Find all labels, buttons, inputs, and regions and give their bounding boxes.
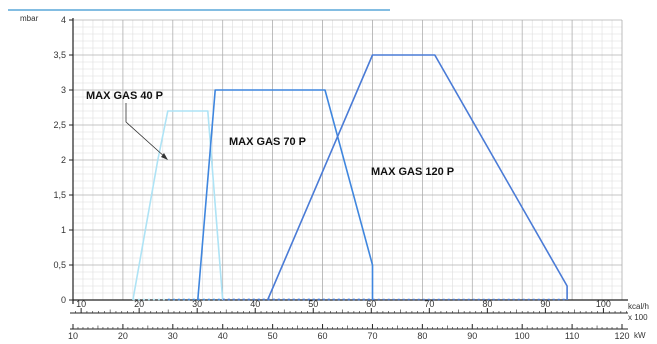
label-leader-arrowhead — [161, 153, 168, 160]
kcal-unit-label: kcal/h — [628, 302, 649, 311]
kw-tick-label: 100 — [515, 331, 530, 341]
kcal-tick-label: 60 — [366, 299, 376, 309]
kcal-unit-multiplier: x 100 — [628, 313, 648, 322]
kw-unit-label: kW — [634, 331, 646, 340]
kcal-tick-label: 80 — [482, 299, 492, 309]
y-axis-label: mbar — [20, 14, 39, 23]
y-tick-label: 2,5 — [53, 120, 66, 130]
y-tick-label: 1 — [61, 225, 66, 235]
kw-tick-label: 90 — [467, 331, 477, 341]
kw-tick-label: 30 — [168, 331, 178, 341]
label-leader-line — [125, 103, 167, 159]
axes — [69, 18, 628, 330]
kw-tick-label: 80 — [417, 331, 427, 341]
series-lines — [132, 54, 568, 301]
kcal-tick-label: 90 — [540, 299, 550, 309]
kw-tick-label: 20 — [118, 331, 128, 341]
y-tick-label: 1,5 — [53, 190, 66, 200]
kw-tick-label: 10 — [68, 331, 78, 341]
y-tick-label: 0 — [61, 295, 66, 305]
kcal-tick-label: 70 — [424, 299, 434, 309]
series-label-max-gas-120p: MAX GAS 120 P — [371, 166, 454, 178]
y-tick-label: 0,5 — [53, 260, 66, 270]
kcal-tick-label: 30 — [192, 299, 202, 309]
kcal-tick-label: 40 — [250, 299, 260, 309]
kcal-tick-label: 50 — [308, 299, 318, 309]
kw-tick-label: 40 — [218, 331, 228, 341]
y-tick-label: 3 — [61, 85, 66, 95]
grid — [72, 19, 623, 301]
kw-tick-label: 60 — [318, 331, 328, 341]
kw-tick-label: 70 — [367, 331, 377, 341]
series-label-max-gas-40p: MAX GAS 40 P — [86, 90, 163, 102]
kw-tick-label: 110 — [565, 331, 579, 341]
labels: 0 0,5 1 1,5 2 2,5 3 3,5 4 10 20 30 40 50 60 70 80 90 100 10… — [53, 15, 648, 341]
y-tick-label: 2 — [61, 155, 66, 165]
kcal-tick-label: 20 — [134, 299, 144, 309]
series-label-max-gas-70p: MAX GAS 70 P — [229, 136, 306, 148]
series-line-max-gas-40p — [132, 110, 224, 301]
y-tick-label: 4 — [61, 15, 66, 25]
kw-tick-label: 120 — [614, 331, 629, 341]
kcal-tick-label: 10 — [76, 299, 86, 309]
y-tick-label: 3,5 — [53, 50, 66, 60]
kcal-tick-label: 100 — [596, 299, 611, 309]
kw-tick-label: 50 — [268, 331, 278, 341]
series-line-max-gas-120p — [266, 54, 568, 301]
series-line-max-gas-70p — [197, 89, 374, 301]
